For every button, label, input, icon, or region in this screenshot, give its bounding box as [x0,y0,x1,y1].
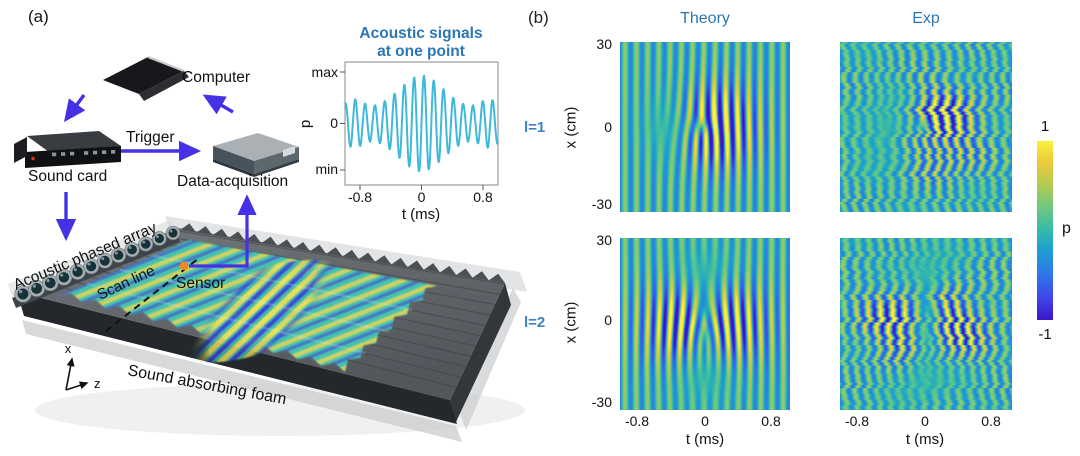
arrow-sensor-to-daq [189,194,257,268]
sound-card-image [14,131,121,168]
xtick: 0 [921,413,929,429]
row-label-l2: l=2 [524,314,546,331]
column-title-exp: Exp [912,10,940,27]
inset-title-line2: at one point [377,43,465,60]
xtick: 0 [701,413,709,429]
inset-ytick-max: max [312,64,338,80]
inset-ytick-zero: 0 [330,115,338,131]
ytick: -30 [591,196,612,212]
inset-xtick-neg: -0.8 [348,189,372,205]
sound-card-label: Sound card [28,168,107,185]
axis-z-label: z [94,376,101,391]
column-title-theory: Theory [680,10,730,27]
axis-x-label: x [65,341,72,356]
panel-b-label: (b) [528,8,549,27]
arrow-daq-to-computer [202,94,234,115]
inset-ytick-min: min [315,161,338,177]
inset-title-line1: Acoustic signals [359,25,482,42]
inset-ylabel: p [297,120,314,128]
ytick: 0 [604,119,612,135]
panel-a-scene: (a) Computer Sound card [8,7,527,442]
trigger-label: Trigger [126,129,175,146]
xtick: -0.8 [624,413,650,429]
heatmap-theory-l2 [620,238,790,410]
data-acquisition-label: Data-acquisition [177,173,288,190]
sensor-dot [179,261,189,271]
heatmap-exp-l1 [840,42,1012,212]
ytick: 30 [596,232,612,248]
colorbar-label: p [1062,220,1071,237]
ytick: 30 [596,36,612,52]
xlabel-exp: t (ms) [905,431,945,448]
coordinate-axes: x z [65,341,101,391]
inset-xlabel: t (ms) [402,206,440,223]
sensor-label: Sensor [176,275,225,292]
colorbar-min: -1 [1038,326,1052,343]
inset-xtick-zero: 0 [418,189,426,205]
ytick: 0 [604,312,612,328]
computer-image [103,55,189,101]
inset-xtick-pos: 0.8 [473,189,493,205]
foam-board [8,216,527,442]
heatmap-exp-l2 [840,238,1012,410]
xtick: 0.8 [981,413,1001,429]
panel-a-label: (a) [28,7,49,26]
data-acquisition-image [213,133,299,177]
xtick: -0.8 [844,413,870,429]
computer-label: Computer [182,69,250,86]
row-label-l1: l=1 [524,119,546,136]
xlabel-theory: t (ms) [685,431,725,448]
xtick: 0.8 [761,413,781,429]
inset-plot: Acoustic signals at one point max 0 min … [297,25,499,223]
signal-flow-arrows [55,93,234,242]
ytick: -30 [591,394,612,410]
colorbar-max: 1 [1040,118,1050,135]
heatmap-theory-l1 [620,42,790,212]
colorbar [1037,141,1053,320]
arrow-computer-to-soundcard [63,93,86,123]
acoustic-signal-waveform [344,74,499,173]
